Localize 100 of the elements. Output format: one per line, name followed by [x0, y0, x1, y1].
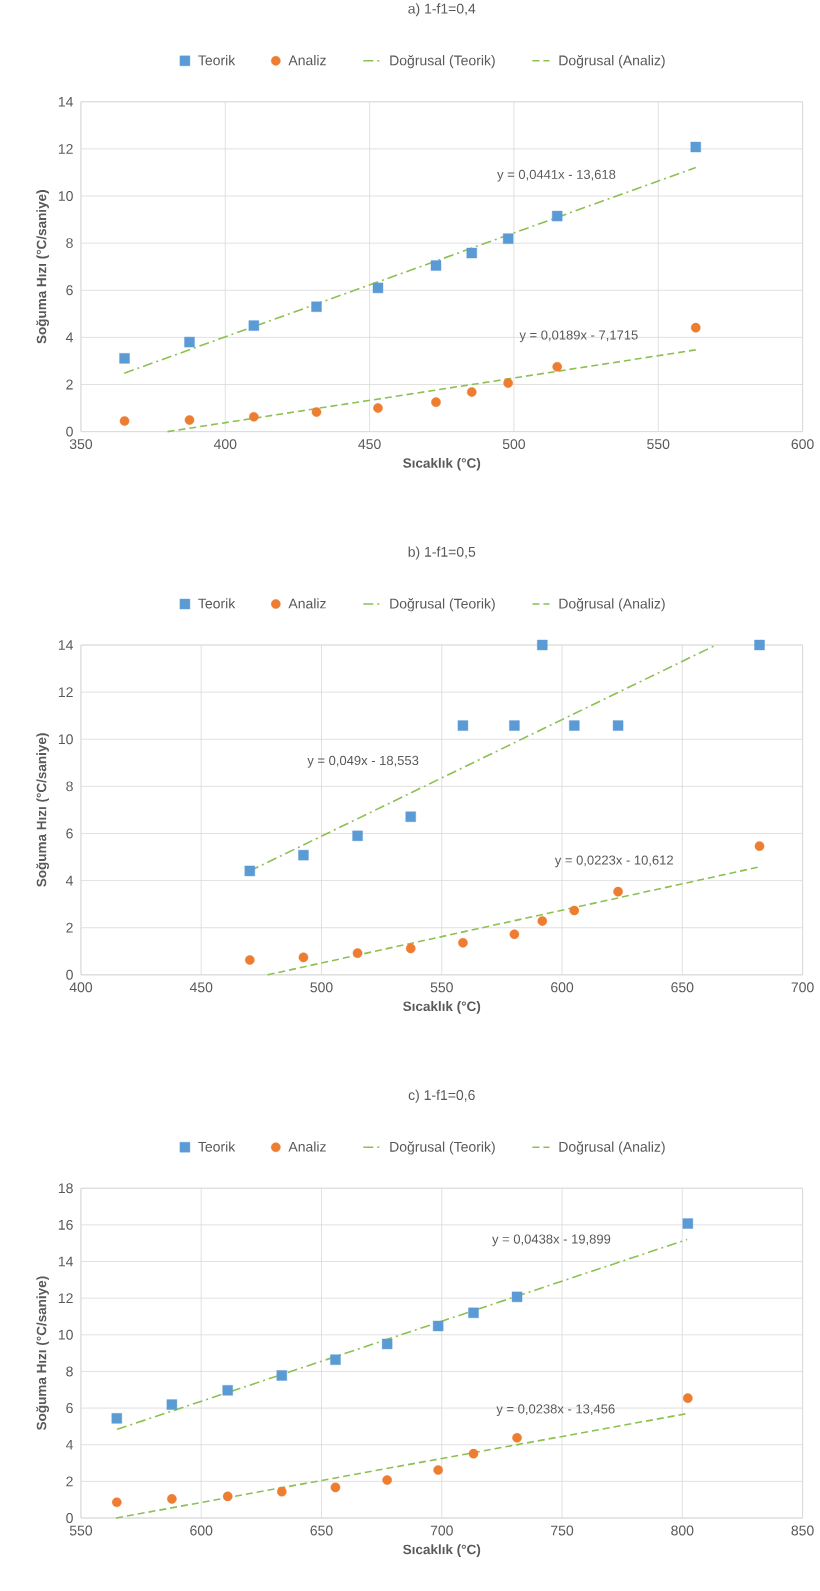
point [352, 948, 363, 958]
point [457, 720, 469, 731]
y-tick-label: 8 [66, 1366, 74, 1377]
x-tick-label: 850 [791, 1525, 814, 1536]
point [431, 397, 441, 407]
x-tick-label: 600 [551, 982, 574, 993]
legend-label: Analiz [288, 55, 327, 66]
x-tick-label: 650 [671, 982, 694, 993]
legend-label: Teorik [198, 55, 236, 66]
y-tick-label: 2 [66, 922, 73, 933]
chart-title: b) 1-f1=0,5 [408, 546, 476, 560]
y-tick-label: 4 [66, 1439, 74, 1450]
x-tick-label: 650 [310, 1525, 333, 1536]
point [552, 362, 563, 372]
x-tick-label: 500 [310, 982, 333, 993]
legend-label: Teorik [198, 1141, 236, 1152]
annotation: y = 0,0223x - 10,612 [555, 855, 674, 868]
y-tick-label: 2 [66, 379, 73, 390]
point [509, 720, 520, 731]
point [373, 403, 383, 413]
legend-label: Doğrusal (Teorik) [390, 598, 495, 612]
x-tick-label: 450 [358, 439, 381, 450]
point [119, 353, 130, 364]
point [509, 929, 520, 940]
point [433, 1465, 444, 1475]
x-tick-label: 550 [430, 982, 454, 993]
x-axis-title: Sıcaklık (°C) [403, 1001, 481, 1014]
point [458, 937, 468, 948]
x-tick-label: 400 [214, 439, 237, 450]
point [406, 943, 416, 954]
y-tick-label: 4 [66, 332, 74, 343]
point [754, 639, 765, 651]
point [503, 378, 514, 388]
legend-label: Doğrusal (Analiz) [559, 598, 665, 612]
x-tick-label: 600 [791, 439, 814, 450]
point [552, 210, 563, 222]
legend-label: Analiz [288, 1141, 327, 1152]
y-tick-label: 12 [59, 1293, 73, 1304]
y-axis-title: Soğuma Hızı (°C/saniye) [36, 733, 50, 887]
legend-label: Teorik [198, 598, 236, 609]
legend-label: Doğrusal (Analiz) [559, 54, 665, 69]
y-tick-label: 14 [59, 1256, 74, 1267]
y-axis-title: Soğuma Hızı (°C/saniye) [36, 1276, 50, 1431]
point [537, 639, 548, 651]
chart-title: c) 1-f1=0,6 [408, 1089, 475, 1103]
y-tick-label: 8 [66, 781, 74, 792]
point [330, 1354, 341, 1365]
y-tick-label: 0 [66, 1513, 74, 1523]
point [467, 387, 477, 397]
point [682, 1218, 694, 1229]
point [119, 416, 130, 426]
y-tick-label: 14 [59, 96, 74, 107]
legend-label: Doğrusal (Teorik) [390, 1141, 495, 1155]
x-tick-label: 700 [431, 1525, 454, 1536]
point [166, 1399, 178, 1410]
point [330, 1482, 341, 1493]
point [503, 233, 514, 244]
point [372, 282, 384, 294]
x-tick-label: 800 [671, 1525, 694, 1536]
y-tick-label: 6 [66, 285, 74, 296]
point [683, 1393, 693, 1403]
y-axis-title: Soğuma Hızı (°C/saniye) [36, 190, 50, 344]
x-tick-label: 700 [791, 982, 814, 993]
legend-label: Analiz [288, 598, 327, 609]
y-tick-label: 4 [66, 875, 74, 886]
annotation: y = 0,0238x - 13,456 [496, 1404, 615, 1417]
point [277, 1486, 287, 1497]
y-tick-label: 0 [66, 426, 74, 437]
annotation: y = 0,0438x - 19,899 [492, 1234, 611, 1247]
y-tick-label: 10 [59, 191, 74, 201]
annotation: y = 0,049x - 18,553 [307, 755, 419, 768]
point [184, 336, 195, 348]
point [433, 1320, 444, 1332]
point [311, 407, 322, 417]
point [298, 849, 309, 861]
x-tick-label: 750 [551, 1525, 574, 1536]
point [184, 415, 195, 425]
point [167, 1494, 177, 1504]
point [248, 320, 260, 331]
y-tick-label: 16 [59, 1219, 74, 1230]
x-tick-label: 500 [503, 439, 526, 450]
point [754, 841, 765, 851]
point [223, 1491, 233, 1502]
annotation: y = 0,0441x - 13,618 [497, 169, 616, 182]
y-tick-label: 0 [66, 969, 74, 980]
point [468, 1307, 479, 1318]
point [569, 720, 580, 731]
point [512, 1291, 523, 1303]
point [112, 1497, 122, 1508]
point [691, 322, 701, 333]
legend-label: Doğrusal (Teorik) [390, 54, 495, 69]
point [222, 1385, 234, 1396]
x-tick-label: 550 [647, 439, 670, 450]
point [466, 247, 478, 259]
point [244, 865, 256, 877]
point [298, 952, 309, 963]
point [352, 830, 363, 842]
x-tick-label: 350 [70, 439, 93, 450]
chart-title: a) 1-f1=0,4 [408, 3, 476, 17]
x-tick-label: 550 [70, 1525, 93, 1536]
